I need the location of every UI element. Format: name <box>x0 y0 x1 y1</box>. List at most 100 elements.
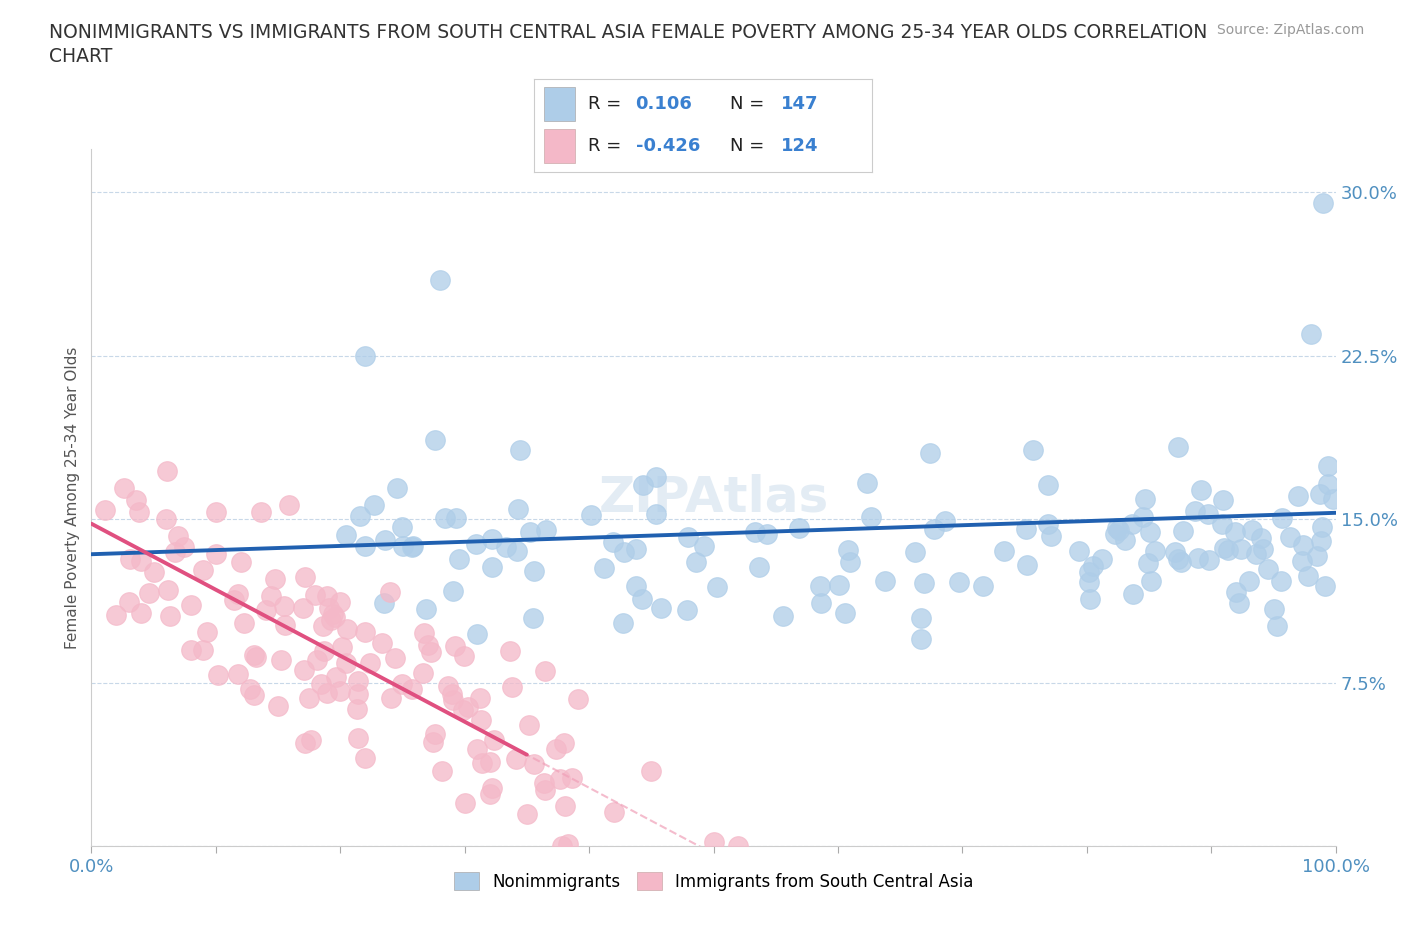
Point <box>118 594 141 609</box>
Point <box>254 603 277 618</box>
Point <box>910 631 932 646</box>
Point <box>391 520 413 535</box>
Point <box>155 512 177 526</box>
Point <box>346 730 368 745</box>
Point <box>1144 544 1167 559</box>
Point <box>1251 541 1274 556</box>
Point <box>294 569 316 584</box>
Point <box>354 625 377 640</box>
Point <box>384 651 406 666</box>
Text: R =: R = <box>588 137 621 155</box>
Point <box>1187 551 1209 565</box>
Point <box>1163 544 1185 559</box>
Point <box>706 580 728 595</box>
Point <box>1114 532 1136 547</box>
Text: NONIMMIGRANTS VS IMMIGRANTS FROM SOUTH CENTRAL ASIA FEMALE POVERTY AMONG 25-34 Y: NONIMMIGRANTS VS IMMIGRANTS FROM SOUTH C… <box>49 23 1208 42</box>
Point <box>415 602 437 617</box>
Point <box>523 756 546 771</box>
Point <box>142 565 165 580</box>
Point <box>1021 443 1043 458</box>
Point <box>465 626 488 641</box>
Point <box>787 520 810 535</box>
Point <box>479 754 502 769</box>
Text: N =: N = <box>730 137 765 155</box>
Point <box>433 511 456 525</box>
Point <box>1250 531 1272 546</box>
Bar <box>544 87 575 121</box>
Point <box>156 463 179 478</box>
Point <box>298 690 321 705</box>
Point <box>1170 554 1192 569</box>
Point <box>533 776 555 790</box>
Point <box>561 771 583 786</box>
Point <box>602 535 624 550</box>
Point <box>464 537 486 551</box>
Point <box>422 735 444 750</box>
Point <box>1038 477 1060 492</box>
Point <box>128 505 150 520</box>
Point <box>1230 541 1253 556</box>
Point <box>1246 547 1268 562</box>
Point <box>744 525 766 539</box>
Point <box>910 611 932 626</box>
Point <box>1263 602 1285 617</box>
Point <box>226 666 249 681</box>
Point <box>1171 524 1194 538</box>
Point <box>592 561 614 576</box>
Point <box>316 686 339 701</box>
Point <box>157 582 180 597</box>
Point <box>291 601 314 616</box>
Point <box>904 544 927 559</box>
Point <box>554 799 576 814</box>
Point <box>640 764 662 778</box>
Point <box>412 626 434 641</box>
Point <box>425 726 447 741</box>
Point <box>1211 516 1233 531</box>
Point <box>918 445 941 460</box>
Point <box>229 554 252 569</box>
Point <box>125 493 148 508</box>
Point <box>294 736 316 751</box>
Point <box>447 551 470 566</box>
Point <box>440 686 463 701</box>
Point <box>506 543 529 558</box>
Y-axis label: Female Poverty Among 25-34 Year Olds: Female Poverty Among 25-34 Year Olds <box>65 346 80 649</box>
Point <box>329 684 352 698</box>
Point <box>471 756 494 771</box>
Point <box>534 663 557 678</box>
Point <box>323 609 346 624</box>
Point <box>112 481 135 496</box>
Point <box>856 475 879 490</box>
Point <box>322 606 344 621</box>
Point <box>118 551 141 566</box>
Point <box>481 559 503 574</box>
Point <box>465 742 488 757</box>
Point <box>1225 585 1247 600</box>
Point <box>441 693 464 708</box>
Point <box>482 733 505 748</box>
Point <box>519 525 541 539</box>
Point <box>354 751 377 766</box>
Point <box>1296 568 1319 583</box>
Text: -0.426: -0.426 <box>636 137 700 155</box>
Point <box>1309 486 1331 501</box>
Point <box>1091 551 1114 566</box>
Point <box>1198 552 1220 567</box>
Point <box>1312 196 1334 211</box>
Point <box>828 578 851 592</box>
Point <box>305 652 328 667</box>
Point <box>522 611 544 626</box>
Point <box>644 506 666 521</box>
Point <box>1305 549 1327 564</box>
Point <box>173 539 195 554</box>
Point <box>93 503 115 518</box>
Text: 124: 124 <box>780 137 818 155</box>
Point <box>242 647 264 662</box>
Point <box>756 526 779 541</box>
Point <box>1317 476 1340 491</box>
Point <box>1167 440 1189 455</box>
Point <box>159 609 181 624</box>
Point <box>138 585 160 600</box>
Point <box>270 652 292 667</box>
Point <box>1015 522 1038 537</box>
